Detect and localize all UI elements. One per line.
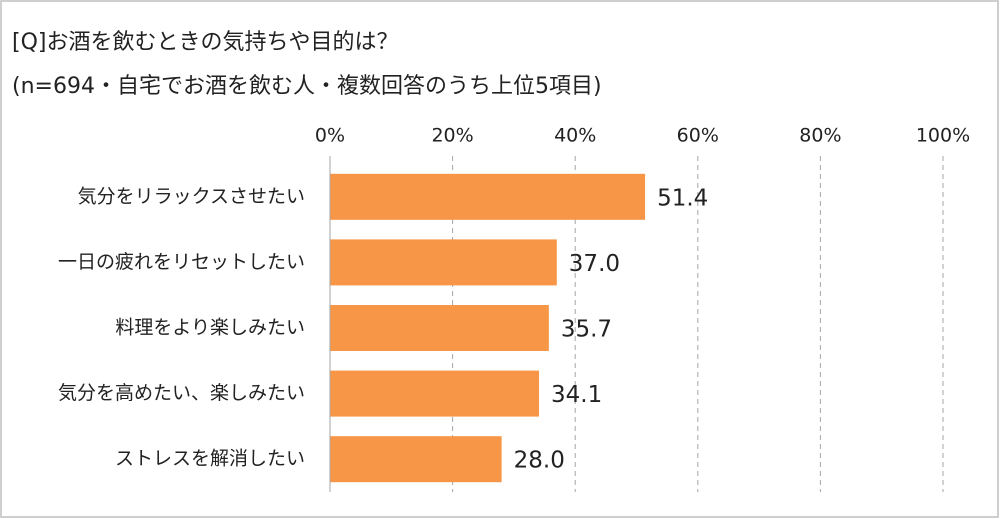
y-tick-label: 気分を高めたい、楽しみたい: [58, 382, 305, 404]
value-label: 34.1: [551, 382, 602, 408]
y-tick-label: 一日の疲れをリセットしたい: [58, 251, 305, 273]
value-label: 35.7: [561, 317, 612, 343]
bar: [330, 173, 646, 220]
x-tick-label: 100%: [916, 125, 970, 147]
value-label: 37.0: [569, 251, 620, 277]
x-tick-label: 0%: [315, 125, 345, 147]
chart-title: [Q]お酒を飲むときの気持ちや目的は？: [12, 30, 398, 55]
x-tick-label: 20%: [431, 125, 473, 147]
x-tick-label: 80%: [799, 125, 841, 147]
bar: [330, 239, 557, 286]
chart-subtitle: (n=694・自宅でお酒を飲む人・複数回答のうち上位5項目): [12, 74, 602, 99]
y-tick-label: 気分をリラックスさせたい: [78, 185, 305, 207]
x-tick-label: 40%: [554, 125, 596, 147]
bar: [330, 305, 549, 351]
bar: [330, 370, 540, 417]
bar: [330, 436, 502, 483]
y-tick-label: 料理をより楽しみたい: [115, 317, 305, 339]
y-tick-label: ストレスを解消したい: [115, 448, 305, 470]
x-tick-label: 60%: [677, 125, 719, 147]
value-label: 51.4: [657, 185, 708, 211]
value-label: 28.0: [514, 448, 565, 474]
